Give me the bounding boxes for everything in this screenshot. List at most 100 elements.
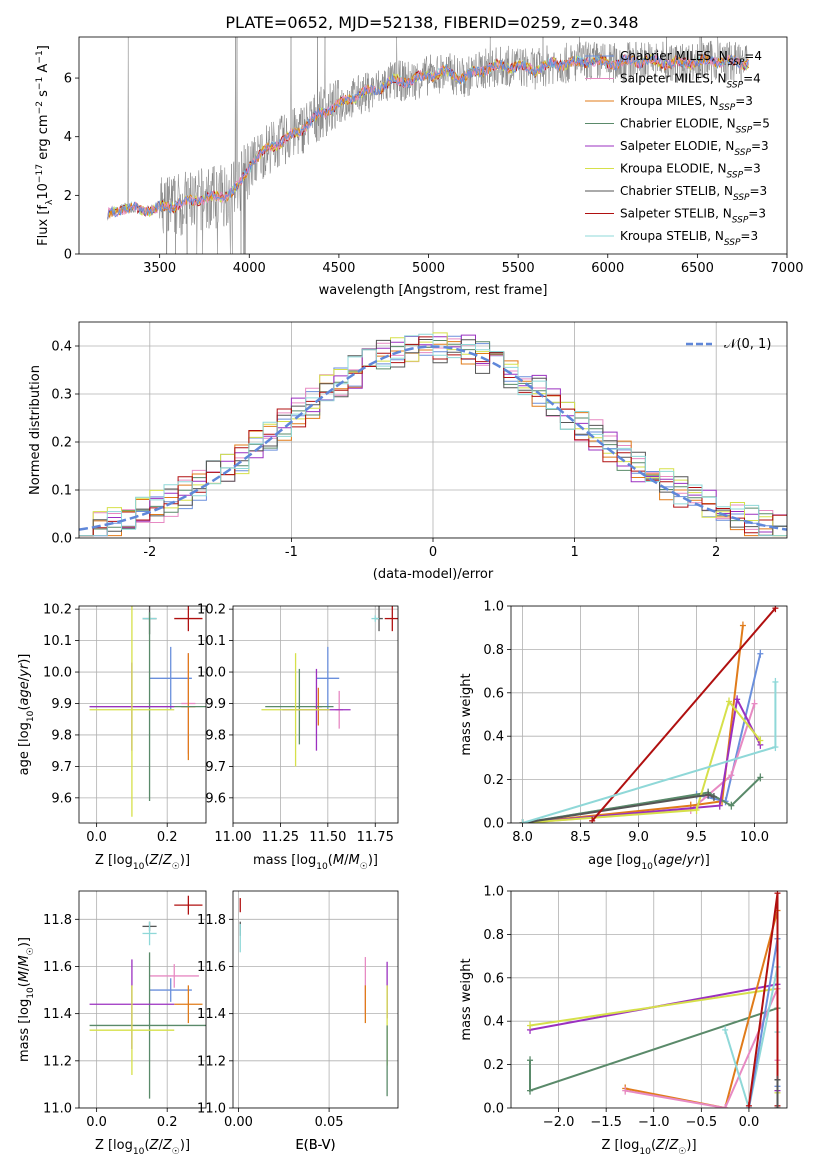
label-part: ☉ bbox=[172, 862, 180, 872]
weight-marker bbox=[705, 790, 712, 799]
error-point-chabrier_elodie bbox=[89, 952, 206, 1099]
label-part: Z bbox=[149, 1138, 160, 1153]
x-tick-label: 10.0 bbox=[740, 830, 769, 845]
y-tick-label: 10.1 bbox=[197, 634, 226, 649]
x-tick-label: -2 bbox=[143, 545, 156, 560]
label-part: ☉ bbox=[360, 862, 368, 872]
error-point-salpeter_stelib bbox=[174, 895, 203, 915]
y-tick-label: 0.4 bbox=[51, 340, 72, 355]
y-tick-label: 0.2 bbox=[483, 773, 504, 788]
x-axis-label: E(B-V) bbox=[295, 1138, 335, 1153]
legend-text-part: Salpeter MILES, N bbox=[620, 72, 727, 86]
label-part: 10 bbox=[316, 862, 328, 872]
legend-entry: Salpeter MILES, NSSP=4 bbox=[620, 72, 761, 91]
y-tick-label: 0.6 bbox=[483, 971, 504, 986]
label-part: −17 bbox=[35, 164, 45, 183]
legend-text-part: Chabrier MILES, N bbox=[620, 49, 728, 63]
plot-area-mass_vs_Z bbox=[79, 891, 206, 1108]
weight-marker bbox=[757, 736, 764, 745]
x-tick-label: 0.0 bbox=[86, 1115, 107, 1130]
plot-area-mass_weight_vs_age bbox=[511, 606, 787, 823]
legend-text-part: SSP bbox=[727, 171, 744, 181]
grid bbox=[79, 606, 206, 823]
plot-area-residuals bbox=[79, 322, 787, 538]
axes-age_vs_Z: 0.0 0.29.69.79.89.910.010.110.2Z [log10(Z… bbox=[17, 603, 207, 872]
label-part: / bbox=[17, 966, 32, 971]
label-part: erg cm bbox=[36, 114, 51, 163]
legend-text-part: SSP bbox=[728, 58, 745, 68]
error-point-kroupa_elodie bbox=[89, 606, 175, 817]
label-part: mass [log bbox=[17, 999, 32, 1062]
x-tick-label: 6000 bbox=[591, 261, 624, 276]
legend-text-part: SSP bbox=[734, 148, 751, 158]
label-part: Z [log bbox=[95, 1138, 133, 1153]
legend-text-part: Chabrier ELODIE, N bbox=[620, 117, 736, 131]
label-part: ( bbox=[144, 853, 149, 868]
x-tick-label: -1 bbox=[285, 545, 298, 560]
legend-text-part: SSP bbox=[733, 193, 750, 203]
x-tick-label: 0.2 bbox=[157, 1115, 178, 1130]
y-tick-label: 10.2 bbox=[43, 603, 72, 618]
y-tick-label: 0.8 bbox=[483, 928, 504, 943]
y-tick-label: 9.7 bbox=[51, 760, 72, 775]
plot-area-mass_vs_ebv bbox=[233, 891, 398, 1108]
weight-marker bbox=[716, 801, 723, 810]
label-part: −1 bbox=[35, 50, 45, 63]
label-part: −2 bbox=[35, 101, 45, 114]
weight-marker bbox=[519, 819, 526, 823]
x-tick-label: 6500 bbox=[681, 261, 714, 276]
weight-marker bbox=[726, 697, 733, 706]
weight-marker bbox=[693, 805, 700, 814]
x-tick-label: 5000 bbox=[412, 261, 445, 276]
label-part: Z bbox=[149, 853, 160, 868]
plot-area-mass_weight_vs_Z bbox=[511, 891, 787, 1108]
weight-marker bbox=[751, 699, 758, 708]
label-part: / bbox=[158, 1138, 163, 1153]
legend-text-part: =3 bbox=[750, 184, 768, 198]
legend-text-part: Kroupa ELODIE, N bbox=[620, 162, 727, 176]
y-tick-label: 1.0 bbox=[483, 600, 504, 615]
weight-marker bbox=[710, 792, 717, 801]
label-part: / bbox=[682, 853, 687, 868]
y-tick-label: 0.8 bbox=[483, 643, 504, 658]
axes-frame bbox=[78, 605, 207, 824]
observed-spectrum bbox=[107, 37, 748, 254]
grid bbox=[511, 891, 787, 1108]
error-point-salpeter_miles bbox=[149, 964, 199, 988]
legend-text-part: Kroupa STELIB, N bbox=[620, 229, 724, 243]
weight-marker bbox=[527, 1056, 534, 1065]
legend-text-part: SSP bbox=[727, 81, 744, 91]
legend-entry: Salpeter STELIB, NSSP=3 bbox=[620, 207, 766, 226]
weight-marker bbox=[722, 1025, 729, 1034]
weight-marker bbox=[527, 1086, 534, 1095]
legend-text-part: SSP bbox=[719, 103, 736, 113]
axes-mass_vs_Z: 0.0 0.211.011.211.411.611.8Z [log10(Z/Z☉)… bbox=[17, 890, 207, 1157]
label-part: M bbox=[17, 955, 32, 966]
axes-frame bbox=[78, 321, 788, 539]
x-axis-label: age [log10(age/yr)] bbox=[588, 853, 710, 872]
label-part: M bbox=[17, 971, 32, 982]
label-part: ☉ bbox=[678, 1147, 686, 1157]
label-part: )] bbox=[17, 937, 32, 947]
axes-spectrum: 3500 4000 4500 5000 5500 6000 6500 7000 0 2 4 6 Chab… bbox=[35, 36, 804, 298]
y-tick-label: 10.0 bbox=[43, 666, 72, 681]
label-part: A bbox=[36, 64, 51, 77]
weight-marker bbox=[734, 695, 741, 704]
legend-entry: Kroupa ELODIE, NSSP=3 bbox=[620, 162, 761, 181]
label-part: ] bbox=[36, 45, 51, 50]
y-tick-label: 9.7 bbox=[205, 760, 226, 775]
axes-frame bbox=[232, 605, 399, 824]
y-tick-label: 0.2 bbox=[51, 436, 72, 451]
label-part: ( bbox=[17, 982, 32, 987]
legend-entry: Kroupa STELIB, NSSP=3 bbox=[620, 229, 758, 248]
x-axis-label-ebv: E(B-V) bbox=[295, 1138, 335, 1153]
x-tick-label: 8.5 bbox=[570, 830, 591, 845]
weight-line-chabrier_miles bbox=[522, 653, 762, 823]
y-tick-label: 9.8 bbox=[205, 728, 226, 743]
label-part: ( bbox=[651, 1138, 656, 1153]
label-part: age [log bbox=[17, 722, 32, 775]
y-tick-label: 6 bbox=[64, 72, 72, 87]
error-point-chabrier_miles bbox=[316, 646, 340, 710]
weight-line-kroupa_miles bbox=[625, 910, 779, 1108]
legend-text-part: Salpeter STELIB, N bbox=[620, 207, 732, 221]
